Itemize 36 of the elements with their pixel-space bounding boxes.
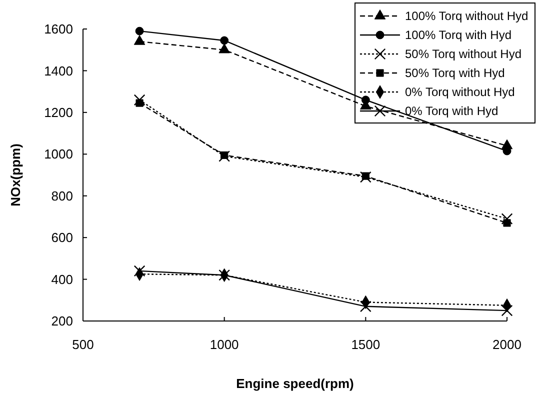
legend-label: 50% Torq without Hyd (405, 47, 522, 62)
point (135, 26, 144, 36)
x-axis-title: Engine speed(rpm) (236, 376, 354, 391)
point (501, 304, 513, 316)
y-tick-label: 600 (51, 230, 73, 246)
y-tick-label: 800 (51, 188, 73, 204)
legend-label: 100% Torq without Hyd (405, 9, 528, 24)
point (134, 265, 146, 277)
point (134, 94, 146, 106)
point (361, 96, 370, 104)
point (220, 36, 229, 45)
legend-label: 100% Torq with Hyd (405, 28, 512, 42)
y-tick-label: 400 (51, 272, 73, 287)
point (503, 219, 511, 227)
point (220, 151, 228, 159)
y-tick-label: 1600 (44, 22, 73, 37)
y-tick-label: 1200 (44, 104, 73, 120)
point (501, 213, 513, 225)
x-tick-label: 500 (72, 337, 94, 352)
y-tick-label: 1400 (44, 63, 73, 78)
x-tick-label: 1000 (210, 337, 239, 352)
x-tick-label: 1500 (351, 337, 380, 352)
point (136, 99, 144, 107)
legend-label: 50% Torq with Hyd (405, 66, 505, 80)
point (362, 172, 370, 180)
point (360, 300, 372, 312)
point (218, 43, 230, 54)
point (360, 171, 372, 183)
point (218, 150, 230, 162)
y-tick-label: 1000 (44, 146, 73, 162)
legend-label: 0% Torq without Hyd (405, 85, 515, 100)
y-tick-label: 200 (51, 314, 73, 329)
legend-label: 0% Torq with Hyd (405, 104, 498, 118)
point (134, 35, 146, 45)
y-axis-title: NOx(ppm) (8, 144, 23, 206)
x-tick-label: 2000 (492, 337, 522, 352)
